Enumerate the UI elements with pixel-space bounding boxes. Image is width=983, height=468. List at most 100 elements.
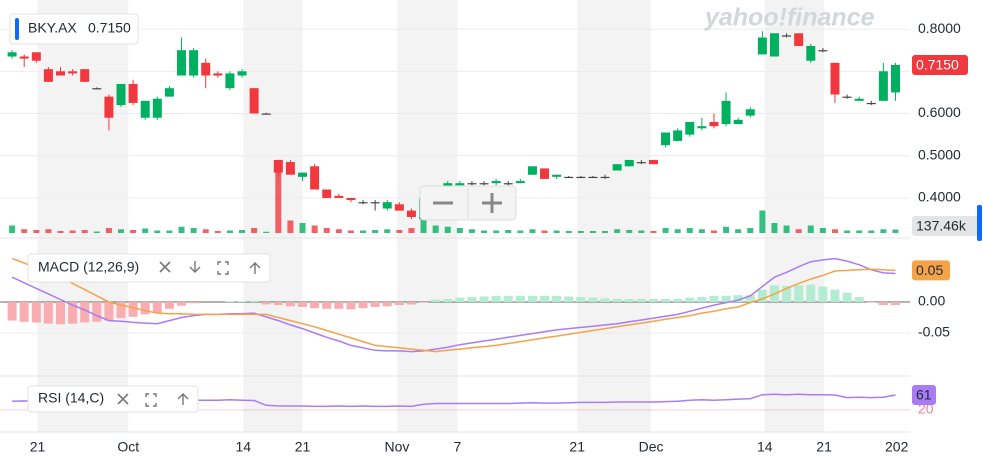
candle-body (890, 64, 900, 93)
volume-bar (251, 228, 258, 233)
histogram-bar (697, 297, 707, 302)
x-tick-label: Oct (117, 439, 139, 455)
x-tick-label: 21 (30, 439, 46, 455)
volume-bar (9, 225, 16, 233)
histogram-bar (56, 301, 66, 325)
histogram-bar (576, 297, 586, 302)
histogram-bar (600, 298, 610, 302)
volume-bar (118, 229, 125, 233)
close-icon[interactable] (117, 393, 129, 405)
volume-bar (93, 231, 100, 233)
volume-bar (347, 230, 354, 233)
volume-bar (698, 229, 705, 233)
candle-body (322, 189, 332, 198)
y-tick-label: 0.00 (918, 293, 945, 309)
macd-title: MACD (12,26,9) (38, 259, 139, 275)
candle-body (721, 100, 731, 125)
y-tick-label: 0.4000 (918, 189, 961, 205)
candle-body (830, 62, 840, 95)
histogram-bar (854, 297, 864, 302)
volume-bar (662, 228, 669, 233)
volume-bar (831, 229, 838, 233)
histogram-bar (419, 301, 429, 303)
y-tick-label: 0.5000 (918, 146, 961, 162)
histogram-bar (19, 301, 29, 322)
up-icon[interactable] (177, 393, 189, 405)
volume-bar (287, 220, 294, 233)
candle-body (201, 62, 211, 76)
candle-body (600, 176, 610, 179)
volume-bar (154, 230, 161, 233)
volume-bar (565, 231, 572, 233)
candle-body (128, 83, 138, 103)
candle-body (225, 73, 235, 89)
x-tick-label: 21 (295, 439, 311, 455)
volume-bar (771, 223, 778, 233)
candle-body (806, 45, 816, 61)
histogram-bar (673, 298, 683, 302)
histogram-bar (503, 295, 513, 302)
volume-bar (638, 230, 645, 233)
volume-bar (505, 230, 512, 233)
candle-body (661, 132, 671, 146)
candle-body (552, 174, 562, 177)
expand-icon[interactable] (217, 261, 229, 275)
histogram-bar (140, 301, 150, 315)
candle-body (842, 96, 852, 98)
watermark: yahoo!finance (703, 4, 875, 32)
up-icon[interactable] (249, 262, 261, 274)
candle-body (697, 126, 707, 129)
candle-body (7, 52, 17, 57)
histogram-bar (806, 284, 816, 302)
candle-body (334, 195, 344, 198)
close-icon[interactable] (159, 261, 171, 273)
candle-body (152, 98, 162, 118)
scroll-marker (977, 205, 982, 241)
candle-body (673, 130, 683, 141)
candle-body (878, 71, 888, 101)
histogram-bar (624, 298, 634, 302)
histogram-bar (467, 297, 477, 302)
candle-body (685, 121, 695, 135)
candle-body (745, 109, 755, 116)
candle-body (636, 162, 646, 164)
candle-body (624, 159, 634, 167)
histogram-bar (540, 295, 550, 302)
x-tick-label: 7 (454, 439, 462, 455)
histogram-bar (564, 296, 574, 302)
series-line (11, 257, 896, 353)
symbol-box: BKY.AX 0.7150 (9, 13, 139, 45)
candle-body (648, 159, 658, 165)
volume-bar (335, 229, 342, 233)
candle-body (455, 183, 465, 186)
expand-icon[interactable] (145, 393, 157, 407)
candle-body (370, 202, 380, 204)
candle-body (794, 33, 804, 46)
histogram-bar (842, 292, 852, 302)
volume-bar (57, 231, 64, 233)
candle-body (116, 83, 126, 106)
zoom-in[interactable] (482, 193, 502, 213)
histogram-bar (685, 297, 695, 302)
value-label: 0.7150 (916, 57, 959, 73)
histogram-bar (164, 301, 174, 309)
histogram-bar (177, 301, 187, 306)
histogram-bar (431, 299, 441, 302)
histogram-bar (757, 289, 767, 302)
candle-body (80, 69, 90, 82)
zoom-controls[interactable] (419, 185, 517, 221)
candle-body (515, 181, 525, 184)
shaded-band (37, 0, 129, 432)
histogram-bar (527, 295, 537, 302)
candle-body (866, 102, 876, 105)
rsi-legend: RSI (14,C) (27, 385, 199, 413)
x-tick-label: 14 (757, 439, 773, 455)
macd-legend: MACD (12,26,9) (27, 253, 271, 283)
volume-bar (493, 230, 500, 233)
histogram-bar (346, 301, 356, 310)
candle-body (346, 197, 356, 201)
down-icon[interactable] (189, 261, 201, 273)
candle-body (177, 50, 187, 76)
histogram-bar (878, 301, 888, 306)
value-box (912, 385, 936, 406)
